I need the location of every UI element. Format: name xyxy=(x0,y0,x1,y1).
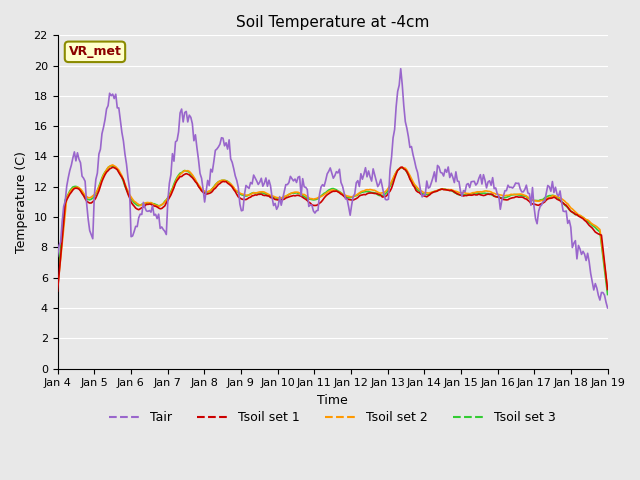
Tsoil set 3 xyxy=(54,279,61,285)
Line: Tsoil set 1: Tsoil set 1 xyxy=(58,167,607,291)
Tsoil set 1 xyxy=(121,182,129,188)
Tsoil set 2 xyxy=(604,286,611,292)
Y-axis label: Temperature (C): Temperature (C) xyxy=(15,151,28,253)
Tsoil set 2 xyxy=(109,162,116,168)
Tsoil set 2 xyxy=(296,190,303,196)
Tsoil set 1 xyxy=(236,195,244,201)
Tsoil set 2 xyxy=(123,185,131,191)
Legend: Tair, Tsoil set 1, Tsoil set 2, Tsoil set 3: Tair, Tsoil set 1, Tsoil set 2, Tsoil se… xyxy=(104,406,561,429)
Tsoil set 1 xyxy=(399,164,406,170)
Line: Tair: Tair xyxy=(58,69,607,308)
Tsoil set 3 xyxy=(219,178,227,183)
X-axis label: Time: Time xyxy=(317,394,348,407)
Tsoil set 1 xyxy=(218,180,225,185)
Tsoil set 2 xyxy=(54,286,61,291)
Tsoil set 3 xyxy=(108,163,115,169)
Tair xyxy=(245,186,253,192)
Tsoil set 3 xyxy=(604,292,611,298)
Tair xyxy=(236,201,244,207)
Tair xyxy=(54,253,61,259)
Tsoil set 3 xyxy=(575,213,582,218)
Tair xyxy=(121,151,129,157)
Tsoil set 2 xyxy=(237,191,245,197)
Tsoil set 2 xyxy=(575,212,582,217)
Tsoil set 1 xyxy=(54,288,61,294)
Tsoil set 3 xyxy=(296,191,303,196)
Tair xyxy=(397,66,404,72)
Tair xyxy=(218,135,225,141)
Tsoil set 3 xyxy=(247,191,255,197)
Line: Tsoil set 3: Tsoil set 3 xyxy=(58,166,607,295)
Tair xyxy=(604,305,611,311)
Tsoil set 1 xyxy=(294,192,302,198)
Tsoil set 1 xyxy=(245,195,253,201)
Tsoil set 1 xyxy=(604,287,611,292)
Tsoil set 3 xyxy=(123,187,131,193)
Text: VR_met: VR_met xyxy=(68,45,122,59)
Tsoil set 1 xyxy=(575,213,582,219)
Title: Soil Temperature at -4cm: Soil Temperature at -4cm xyxy=(236,15,429,30)
Tsoil set 2 xyxy=(219,178,227,183)
Tair xyxy=(575,242,582,248)
Tsoil set 3 xyxy=(237,192,245,198)
Line: Tsoil set 2: Tsoil set 2 xyxy=(58,165,607,289)
Tair xyxy=(294,174,302,180)
Tsoil set 2 xyxy=(247,192,255,197)
